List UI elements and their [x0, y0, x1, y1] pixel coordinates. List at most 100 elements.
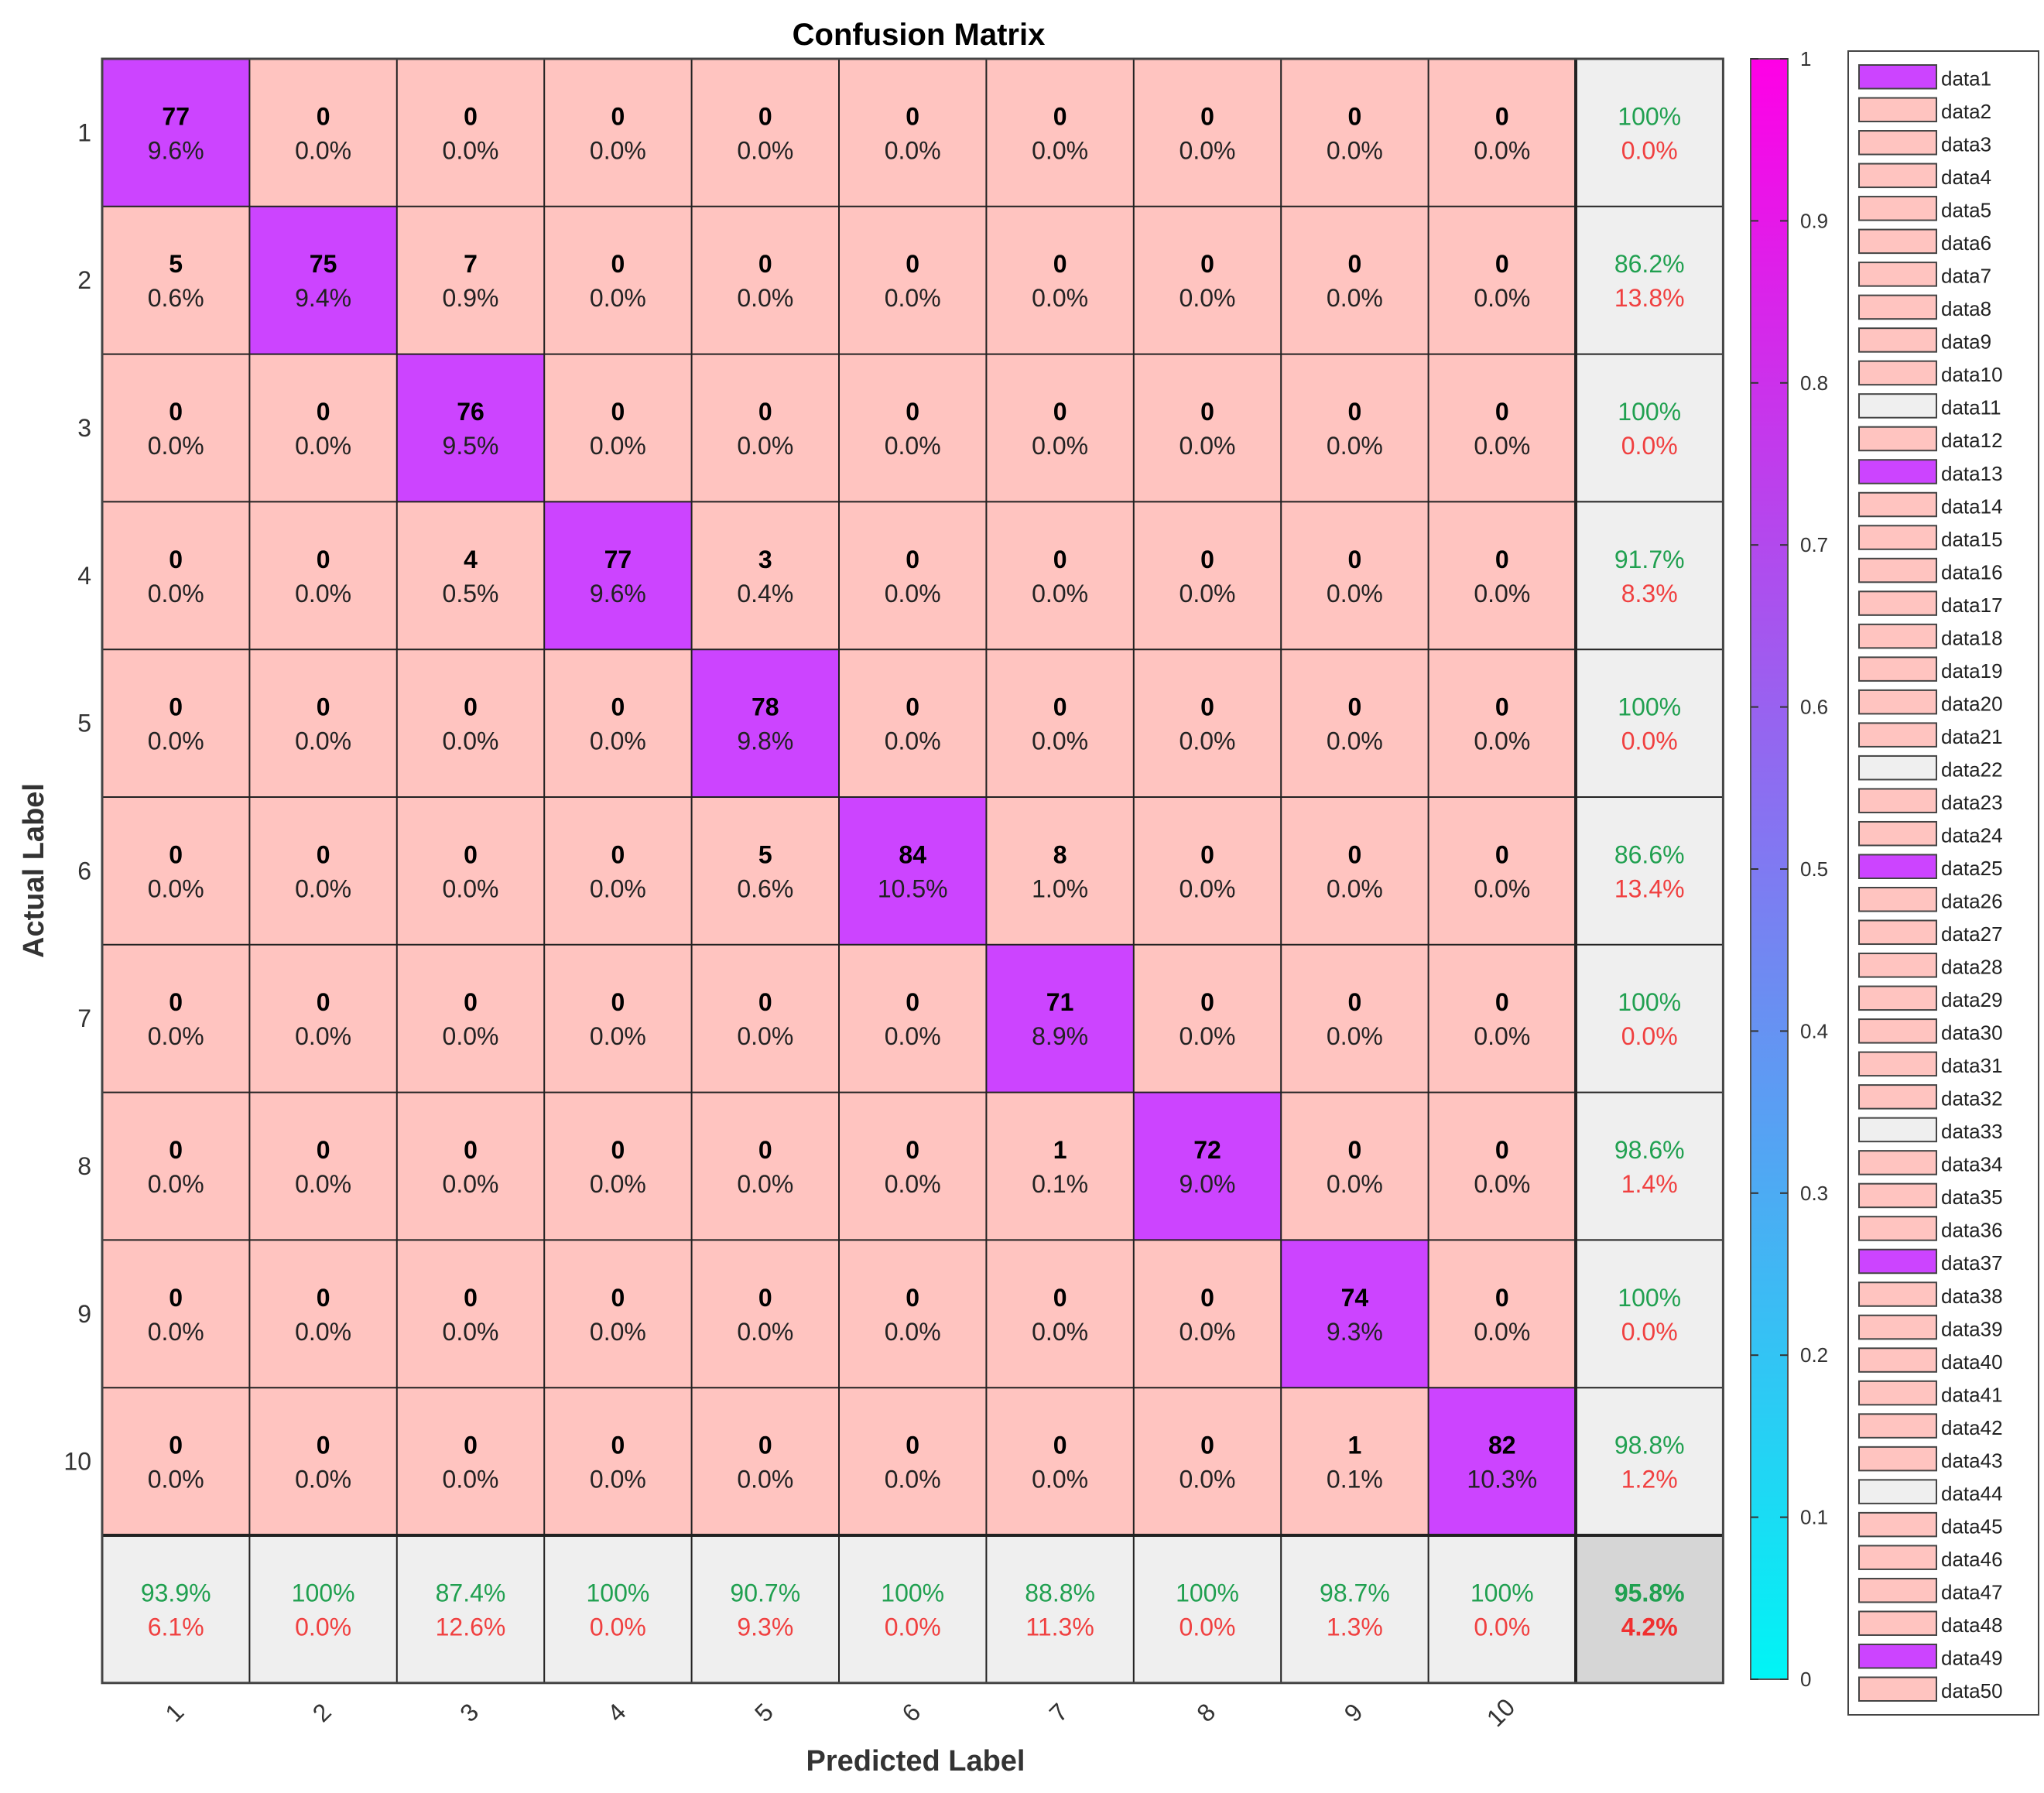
- row-summary-cell: [1576, 206, 1724, 354]
- cell-percent: 0.0%: [148, 1318, 204, 1346]
- diagonal-cell: [396, 354, 545, 502]
- cell-count: 0: [464, 693, 478, 721]
- legend-label: data16: [1941, 560, 2003, 583]
- legend-label: data18: [1941, 626, 2003, 649]
- matrix-cell: [1428, 59, 1576, 207]
- matrix-cell: [102, 1388, 250, 1535]
- cell-count: 0: [611, 1432, 625, 1459]
- x-tick-label: 6: [896, 1698, 926, 1727]
- cell-count: 0: [906, 1432, 919, 1459]
- matrix-cell: [691, 1240, 839, 1388]
- cell-count: 0: [1053, 1284, 1067, 1312]
- legend-swatch: [1858, 820, 1937, 847]
- matrix-cell: [102, 206, 250, 354]
- cell-count: 4: [464, 546, 478, 573]
- cell-count: 0: [1495, 398, 1509, 426]
- legend-swatch: [1858, 1479, 1937, 1504]
- matrix-cell: [839, 501, 987, 650]
- legend-swatch: [1858, 1643, 1937, 1669]
- cell-count: 0: [317, 840, 330, 868]
- column-summary-cell: [1133, 1535, 1282, 1683]
- cell-percent: 0.0%: [590, 284, 646, 312]
- matrix-cell: [102, 797, 250, 945]
- legend-swatch: [1858, 1084, 1937, 1110]
- cell-count: 0: [317, 398, 330, 426]
- row-summary-error: 13.4%: [1614, 874, 1685, 902]
- legend-label: data47: [1941, 1580, 2003, 1603]
- cell-count: 0: [758, 988, 772, 1016]
- legend-swatch: [1858, 887, 1937, 912]
- cell-count: 0: [169, 398, 183, 426]
- legend-swatch: [1858, 1577, 1937, 1603]
- cell-count: 0: [611, 102, 625, 130]
- cell-count: 0: [464, 1136, 478, 1164]
- cell-percent: 0.0%: [737, 1170, 793, 1198]
- legend-swatch: [1858, 754, 1937, 781]
- cell-count: 0: [464, 988, 478, 1016]
- x-tick-labels: 1 2 3 4 5 6 7 8 9 10: [159, 1693, 1520, 1733]
- legend-swatch: [1858, 491, 1937, 518]
- cell-count: 3: [758, 546, 772, 573]
- matrix-cell: [986, 1388, 1134, 1535]
- cell-percent: 0.0%: [1032, 580, 1088, 607]
- y-tick-label: 9: [77, 1300, 91, 1328]
- summary-cells: 100% 0.0% 86.2% 13.8% 100% 0.0% 91.7% 8.3% 100% 0…: [102, 59, 1724, 1683]
- row-summary-cell: [1576, 1240, 1724, 1388]
- cell-percent: 0.0%: [1327, 136, 1383, 164]
- cell-count: 0: [1200, 1432, 1214, 1459]
- legend-swatch: [1858, 854, 1937, 879]
- matrix-grid: [101, 57, 1724, 1685]
- legend-label: data17: [1941, 594, 2003, 617]
- legend-swatch: [1858, 294, 1937, 320]
- legend-label: data31: [1941, 1054, 2003, 1077]
- matrix-cell: [1428, 206, 1576, 354]
- cell-count: 74: [1341, 1284, 1369, 1312]
- matrix-cell: [839, 354, 987, 502]
- cell-count: 0: [611, 1284, 625, 1312]
- cell-count: 0: [906, 102, 919, 130]
- legend-label: data7: [1941, 265, 1991, 288]
- legend-label: data14: [1941, 494, 2003, 518]
- legend-swatch: [1858, 985, 1937, 1011]
- overall-error: 4.2%: [1621, 1613, 1678, 1641]
- row-summary-error: 0.0%: [1621, 727, 1678, 755]
- colorbar-tick-label: 0.5: [1800, 857, 1828, 881]
- legend-label: data42: [1941, 1416, 2003, 1439]
- row-summary-correct: 100%: [1618, 693, 1681, 721]
- legend-swatch: [1858, 1676, 1937, 1702]
- cell-percent: 0.0%: [443, 1022, 499, 1050]
- legend-swatch: [1858, 557, 1937, 583]
- row-summary-cell: [1576, 649, 1724, 797]
- cell-percent: 0.0%: [885, 1022, 941, 1050]
- x-tick-label: 8: [1191, 1698, 1221, 1727]
- legend-label: data13: [1941, 462, 2003, 485]
- cell-percent: 9.3%: [1327, 1318, 1383, 1346]
- legend-label: data30: [1941, 1021, 2003, 1045]
- legend-label: data6: [1941, 231, 1991, 255]
- matrix-cell: [1428, 1092, 1576, 1240]
- matrix-cell: [544, 1092, 692, 1240]
- cell-percent: 0.0%: [295, 1466, 351, 1494]
- legend-label: data5: [1941, 199, 1991, 222]
- legend-swatch: [1858, 689, 1937, 715]
- cell-percent: 0.0%: [443, 1466, 499, 1494]
- legend-swatch: [1858, 130, 1937, 156]
- column-summary-cell: [986, 1535, 1134, 1683]
- cell-count: 0: [169, 546, 183, 573]
- cell-percent: 0.0%: [1474, 727, 1530, 755]
- cell-percent: 0.0%: [737, 284, 793, 312]
- legend-label: data23: [1941, 791, 2003, 814]
- legend-label: data41: [1941, 1383, 2003, 1406]
- cell-count: 0: [1348, 693, 1362, 721]
- matrix-cell: [839, 1240, 987, 1388]
- cell-percent: 0.0%: [1474, 1022, 1530, 1050]
- legend-label: data24: [1941, 823, 2003, 847]
- cell-count: 0: [906, 398, 919, 426]
- cell-percent: 9.5%: [443, 432, 499, 460]
- column-summary-error: 12.6%: [436, 1613, 506, 1641]
- matrix-cell: [986, 59, 1134, 207]
- y-tick-label: 7: [77, 1004, 91, 1032]
- matrix-cell: [544, 1388, 692, 1535]
- matrix-cell: [396, 1388, 545, 1535]
